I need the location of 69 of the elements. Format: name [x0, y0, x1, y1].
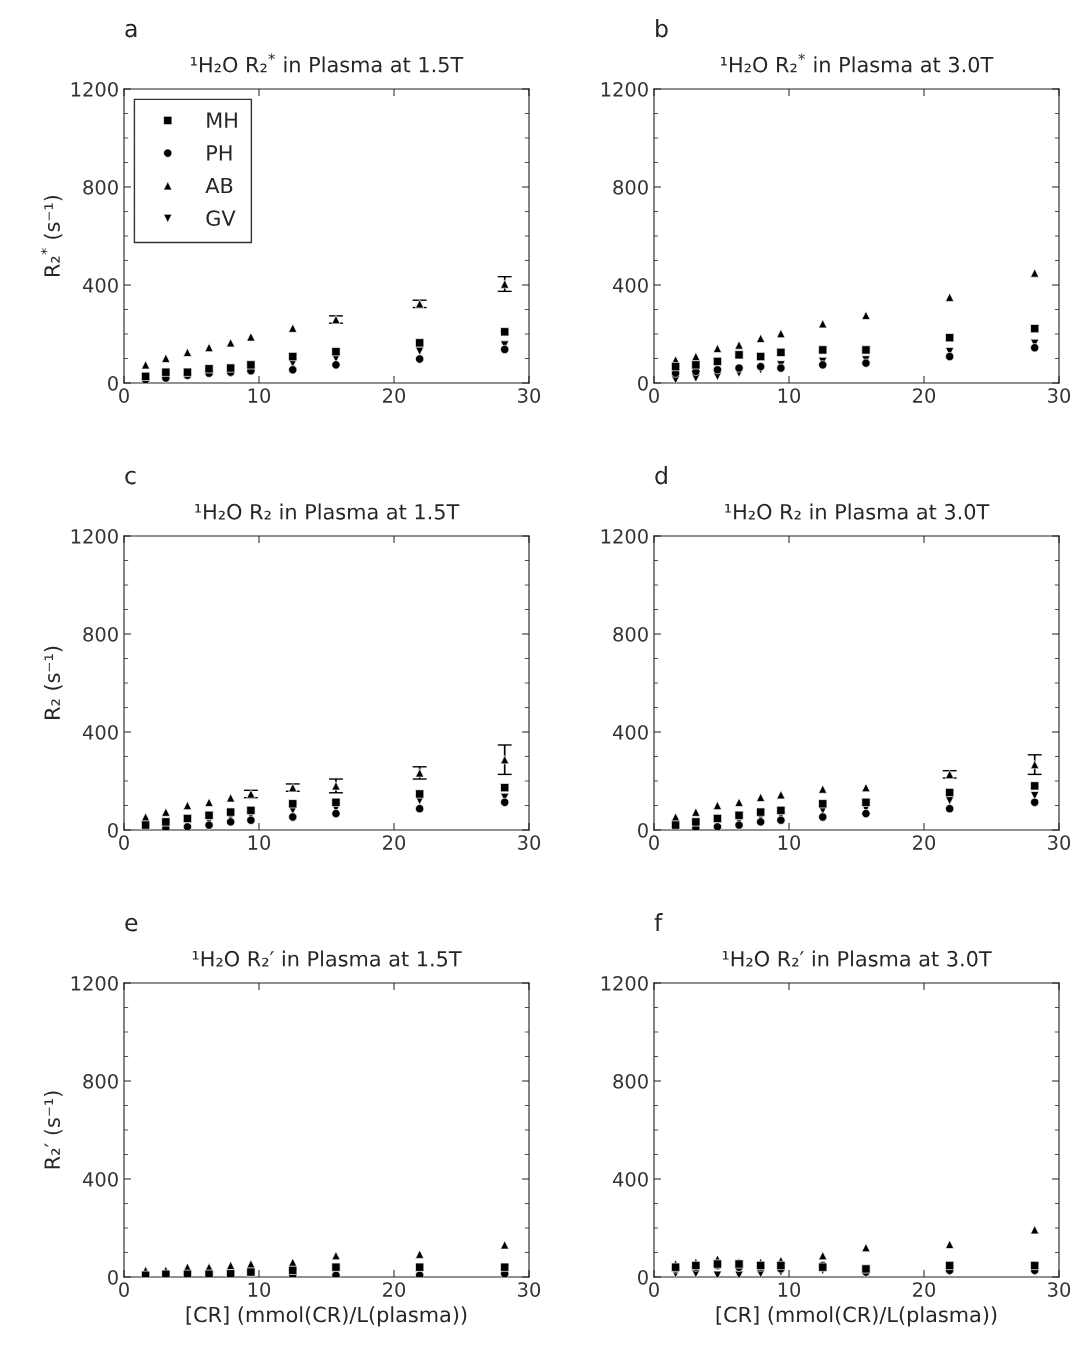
y-tick-label: 1200	[71, 81, 118, 97]
x-tick-label: 30	[1048, 835, 1071, 850]
x-tick-label: 20	[383, 1282, 406, 1297]
y-tick-label: 1200	[601, 975, 648, 991]
x-axis-title: [CR] (mmol(CR)/L(plasma))	[716, 1306, 997, 1327]
text: d	[655, 466, 667, 485]
x-tick-label: 20	[383, 388, 406, 403]
y-tick-label: 800	[613, 1073, 648, 1089]
y-tick-label: 0	[638, 822, 648, 838]
x-tick-label: 0	[649, 1282, 659, 1297]
legend-label: GV	[206, 210, 236, 227]
x-tick-label: 20	[913, 835, 936, 850]
text: f	[654, 913, 663, 932]
legend-label: PH	[207, 145, 232, 161]
x-tick-label: 30	[518, 835, 541, 850]
x-tick-label: 20	[913, 1282, 936, 1297]
chart-title: ¹H₂O R₂′ in Plasma at 3.0T	[722, 950, 992, 967]
y-tick-label: 800	[83, 626, 118, 642]
x-tick-label: 0	[649, 388, 659, 403]
y-tick-label: 400	[612, 1171, 648, 1187]
x-tick-label: 0	[119, 835, 129, 850]
y-tick-label: 400	[82, 724, 118, 740]
y-tick-label: 0	[638, 375, 648, 391]
y-tick-label: 400	[612, 724, 648, 740]
x-tick-label: 10	[778, 835, 801, 850]
y-tick-label: 1200	[71, 528, 118, 544]
x-tick-label: 0	[119, 1282, 129, 1297]
y-tick-label: 400	[82, 1171, 118, 1187]
chart-title: ¹H₂O R₂$^{*}$ in Plasma at 3.0T	[721, 53, 994, 73]
y-tick-label: 0	[108, 1269, 118, 1285]
y-tick-label: 800	[83, 1073, 118, 1089]
x-tick-label: 30	[1048, 388, 1071, 403]
x-tick-label: 30	[518, 388, 541, 403]
x-tick-label: 0	[119, 388, 129, 403]
chart-title: ¹H₂O R₂′ in Plasma at 1.5T	[192, 950, 462, 967]
legend-label: MH	[207, 112, 237, 128]
x-tick-label: 20	[913, 388, 936, 403]
chart-title: ¹H₂O R₂ in Plasma at 1.5T	[195, 503, 460, 520]
y-axis-title: R₂′ (s⁻¹)	[43, 1091, 63, 1169]
y-tick-label: 0	[108, 375, 118, 391]
text: b	[656, 19, 668, 38]
chart-title: ¹H₂O R₂$^{*}$ in Plasma at 1.5T	[191, 53, 464, 73]
y-tick-label: 800	[613, 179, 648, 195]
x-tick-label: 10	[248, 1282, 271, 1297]
y-tick-label: 400	[82, 277, 118, 293]
x-tick-label: 10	[248, 835, 271, 850]
x-tick-label: 10	[778, 388, 801, 403]
text: c	[125, 470, 136, 485]
y-tick-label: 1200	[601, 81, 648, 97]
y-tick-label: 0	[638, 1269, 648, 1285]
y-tick-label: 0	[108, 822, 118, 838]
text: a	[125, 23, 137, 38]
text: e	[125, 917, 138, 932]
x-tick-label: 20	[383, 835, 406, 850]
y-tick-label: 400	[612, 277, 648, 293]
x-tick-label: 30	[518, 1282, 541, 1297]
y-tick-label: 800	[613, 626, 648, 642]
x-tick-label: 10	[778, 1282, 801, 1297]
x-tick-label: 30	[1048, 1282, 1071, 1297]
y-axis-title: R₂ (s⁻¹)	[43, 646, 63, 719]
y-axis-title: R₂$^{*}$ (s⁻¹)	[40, 195, 63, 277]
y-tick-label: 800	[83, 179, 118, 195]
x-tick-label: 10	[248, 388, 271, 403]
y-tick-label: 1200	[601, 528, 648, 544]
x-axis-title: [CR] (mmol(CR)/L(plasma))	[186, 1306, 467, 1327]
legend-label: AB	[205, 177, 233, 194]
x-tick-label: 0	[649, 835, 659, 850]
chart-title: ¹H₂O R₂ in Plasma at 3.0T	[725, 503, 990, 520]
y-tick-label: 1200	[71, 975, 118, 991]
